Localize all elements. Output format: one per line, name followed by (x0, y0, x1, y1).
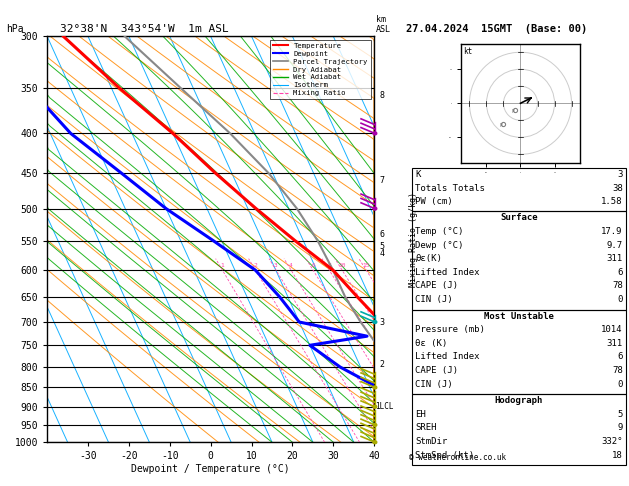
Text: hPa: hPa (6, 24, 24, 34)
Text: kt: kt (463, 47, 472, 56)
Text: 1: 1 (221, 263, 225, 268)
Text: 1014: 1014 (601, 325, 623, 334)
Text: 78: 78 (612, 281, 623, 291)
Text: km
ASL: km ASL (376, 15, 391, 34)
Text: PW (cm): PW (cm) (415, 197, 453, 207)
Text: 6: 6 (379, 230, 384, 239)
Text: Mixing Ratio (g/kg): Mixing Ratio (g/kg) (409, 192, 418, 287)
Text: 5: 5 (617, 410, 623, 419)
Text: Lifted Index: Lifted Index (415, 268, 480, 277)
Text: 332°: 332° (601, 437, 623, 446)
Text: 1.58: 1.58 (601, 197, 623, 207)
Text: 6: 6 (617, 352, 623, 362)
X-axis label: Dewpoint / Temperature (°C): Dewpoint / Temperature (°C) (131, 464, 290, 474)
Text: Most Unstable: Most Unstable (484, 312, 554, 321)
Text: 0: 0 (617, 380, 623, 389)
Text: Surface: Surface (500, 213, 538, 223)
Text: 1LCL: 1LCL (376, 402, 394, 411)
Text: 7: 7 (379, 176, 384, 185)
Text: CIN (J): CIN (J) (415, 380, 453, 389)
Text: 32°38'N  343°54'W  1m ASL: 32°38'N 343°54'W 1m ASL (60, 24, 228, 34)
Text: Dewp (°C): Dewp (°C) (415, 241, 464, 250)
Text: 5: 5 (379, 243, 384, 251)
Text: 78: 78 (612, 366, 623, 375)
Text: 3: 3 (274, 263, 278, 268)
Text: StmDir: StmDir (415, 437, 447, 446)
Text: 3: 3 (379, 317, 384, 327)
Text: 10: 10 (338, 263, 346, 268)
Text: CIN (J): CIN (J) (415, 295, 453, 304)
Text: 27.04.2024  15GMT  (Base: 00): 27.04.2024 15GMT (Base: 00) (406, 24, 587, 34)
Text: SREH: SREH (415, 423, 437, 433)
Text: K: K (415, 170, 421, 179)
Text: 6: 6 (617, 268, 623, 277)
Text: R: R (500, 123, 503, 128)
Legend: Temperature, Dewpoint, Parcel Trajectory, Dry Adiabat, Wet Adiabat, Isotherm, Mi: Temperature, Dewpoint, Parcel Trajectory… (270, 40, 370, 99)
Text: Totals Totals: Totals Totals (415, 184, 485, 193)
Text: θε (K): θε (K) (415, 339, 447, 348)
Text: Pressure (mb): Pressure (mb) (415, 325, 485, 334)
Text: 2: 2 (253, 263, 257, 268)
Text: Lifted Index: Lifted Index (415, 352, 480, 362)
Text: 3: 3 (617, 170, 623, 179)
Text: EH: EH (415, 410, 426, 419)
Text: 6: 6 (311, 263, 315, 268)
Text: 0: 0 (617, 295, 623, 304)
Text: 38: 38 (612, 184, 623, 193)
Text: 311: 311 (606, 254, 623, 263)
Text: 17.9: 17.9 (601, 227, 623, 236)
Text: 18: 18 (612, 451, 623, 460)
Text: © weatheronline.co.uk: © weatheronline.co.uk (409, 452, 506, 462)
Text: R: R (512, 109, 515, 115)
Text: CAPE (J): CAPE (J) (415, 366, 458, 375)
Text: 4: 4 (289, 263, 293, 268)
Text: Hodograph: Hodograph (495, 396, 543, 405)
Text: 2: 2 (379, 361, 384, 369)
Text: StmSpd (kt): StmSpd (kt) (415, 451, 474, 460)
Text: 4: 4 (379, 249, 384, 259)
Text: 311: 311 (606, 339, 623, 348)
Text: θε(K): θε(K) (415, 254, 442, 263)
Text: CAPE (J): CAPE (J) (415, 281, 458, 291)
Text: 8: 8 (327, 263, 331, 268)
Text: Temp (°C): Temp (°C) (415, 227, 464, 236)
Text: 9.7: 9.7 (606, 241, 623, 250)
Text: 15: 15 (362, 263, 370, 268)
Text: 8: 8 (379, 90, 384, 100)
Text: 9: 9 (617, 423, 623, 433)
